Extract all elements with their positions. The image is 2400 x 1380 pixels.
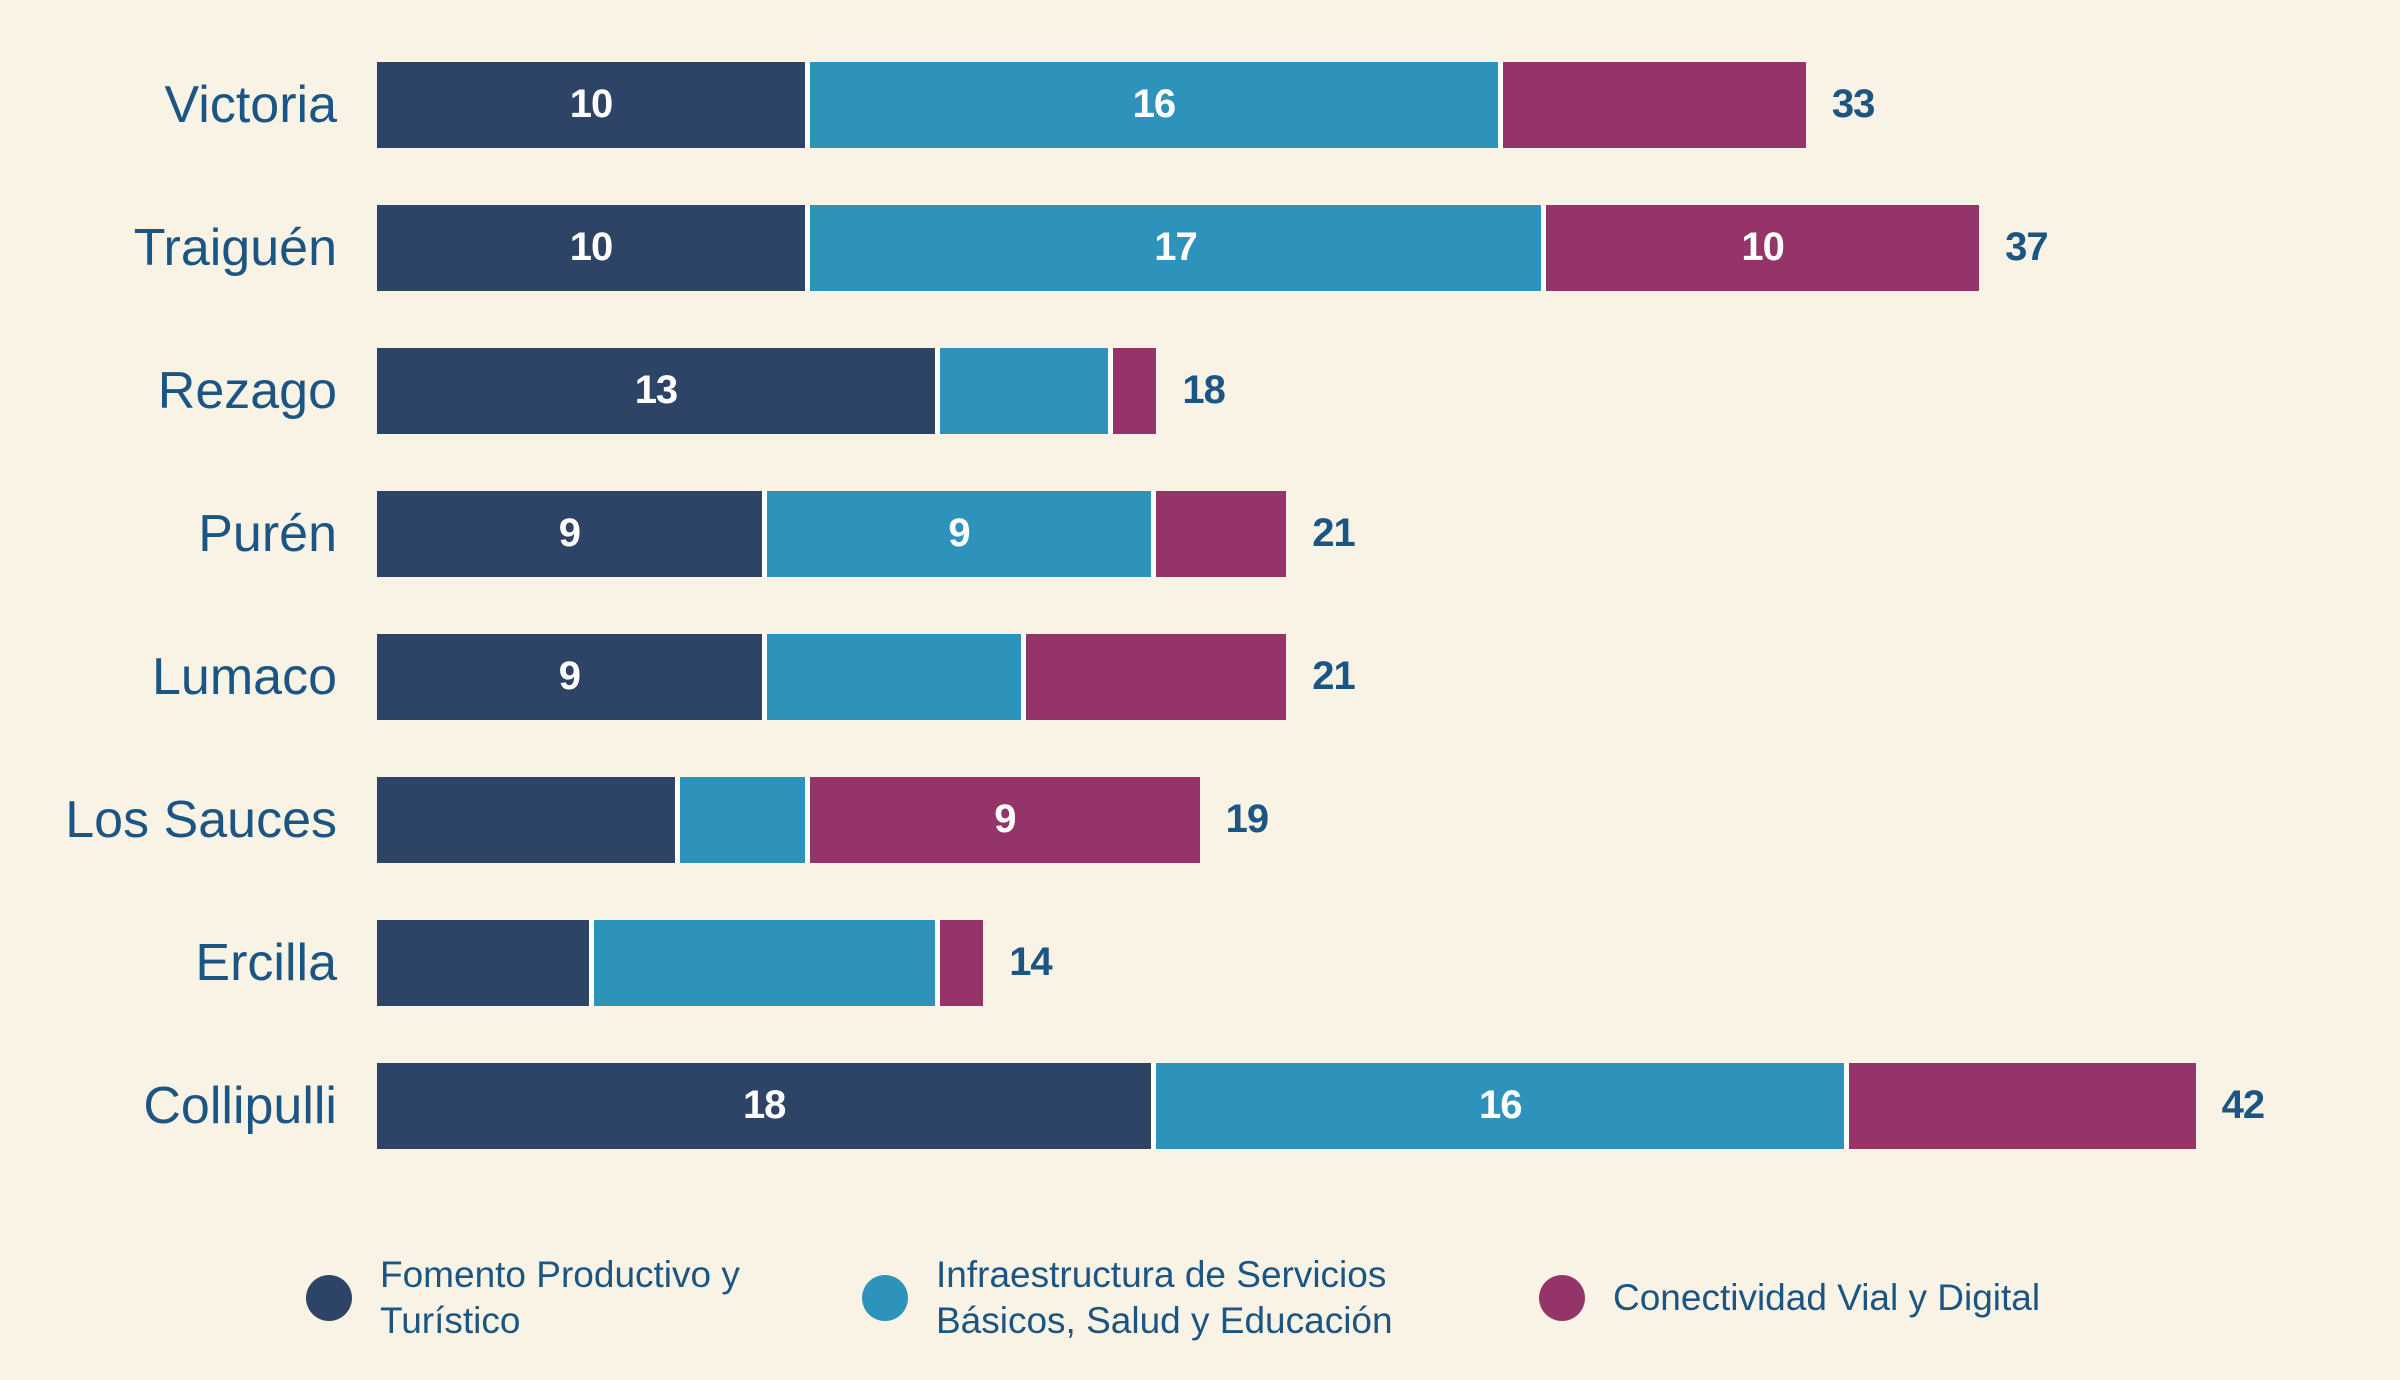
bar-segment-series-0: 9 [377, 490, 767, 577]
row-total-label: 19 [1225, 797, 1269, 841]
legend-dot-infraestructura [862, 1275, 908, 1321]
row-total-label: 37 [2005, 225, 2048, 269]
bar-segment-series-2 [1113, 347, 1157, 434]
bar-segment-series-2 [939, 919, 984, 1006]
row-total-label: 18 [1182, 368, 1225, 412]
bar-track: 13 [377, 347, 1157, 434]
bar-segment-series-0 [377, 919, 594, 1006]
bar-segment-series-2: 10 [1546, 204, 1980, 291]
legend-dot-conectividad [1539, 1275, 1585, 1321]
legend-label-fomento-productivo: Fomento Productivo y Turístico [380, 1254, 740, 1341]
category-label: Los Sauces [65, 790, 337, 849]
bar-row: Los Sauces 9 19 [0, 748, 2400, 891]
category-label: Collipulli [143, 1076, 337, 1135]
bar-segment-series-2 [1849, 1062, 2196, 1149]
bar-rows: Victoria 10 16 33 Traiguén 10 17 10 37 Rezago 13 18… [0, 33, 2400, 1177]
segment-value-label: 9 [558, 511, 581, 555]
bar-segment-series-2 [1156, 490, 1287, 577]
segment-value-label: 13 [634, 368, 678, 412]
bar-segment-series-0: 18 [377, 1062, 1157, 1149]
segment-value-label: 9 [994, 797, 1016, 841]
bar-track: 18 16 [377, 1062, 2196, 1149]
bar-segment-series-0: 9 [377, 633, 767, 720]
legend-label-conectividad: Conectividad Vial y Digital [1613, 1277, 2041, 1319]
bar-track: 10 17 10 [377, 204, 1980, 291]
legend-label-infraestructura: Infraestructura de Servicios Básicos, Sa… [936, 1254, 1393, 1341]
bar-segment-series-1 [680, 776, 810, 863]
bar-row: Collipulli 18 16 42 [0, 1034, 2400, 1177]
segment-value-label: 10 [569, 225, 613, 269]
bar-segment-series-1: 16 [1156, 1062, 1850, 1149]
bar-segment-series-0: 10 [377, 204, 810, 291]
row-total-label: 21 [1312, 654, 1355, 698]
category-label: Lumaco [152, 647, 337, 706]
segment-value-label: 10 [1741, 225, 1784, 269]
bar-track: 9 [377, 633, 1287, 720]
legend-dot-fomento-productivo [306, 1275, 352, 1321]
bar-track: 10 16 [377, 61, 1806, 148]
bar-row: Rezago 13 18 [0, 319, 2400, 462]
bar-segment-series-1: 9 [766, 490, 1157, 577]
bar-segment-series-2 [1026, 633, 1287, 720]
bar-track: 9 [377, 776, 1200, 863]
legend-item-infraestructura: Infraestructura de Servicios Básicos, Sa… [862, 1250, 1481, 1346]
segment-value-label: 9 [558, 654, 581, 698]
category-label: Traiguén [133, 218, 337, 277]
legend-item-fomento-productivo: Fomento Productivo y Turístico [306, 1250, 810, 1346]
bar-segment-series-2: 9 [809, 776, 1200, 863]
bar-segment-series-0: 13 [377, 347, 940, 434]
segment-value-label: 17 [1154, 225, 1197, 269]
segment-value-label: 18 [742, 1083, 786, 1127]
bar-row: Lumaco 9 21 [0, 605, 2400, 748]
legend-item-conectividad: Conectividad Vial y Digital [1539, 1250, 2040, 1346]
bar-segment-series-0 [377, 776, 681, 863]
segment-value-label: 10 [569, 82, 613, 126]
bar-track [377, 919, 984, 1006]
category-label: Rezago [157, 361, 337, 420]
row-total-label: 21 [1312, 511, 1355, 555]
row-total-label: 42 [2221, 1083, 2265, 1127]
bar-segment-series-1 [939, 347, 1114, 434]
row-total-label: 33 [1831, 82, 1875, 126]
row-total-label: 14 [1009, 940, 1052, 984]
category-label: Victoria [164, 75, 337, 134]
bar-row: Ercilla 14 [0, 891, 2400, 1034]
bar-row: Victoria 10 16 33 [0, 33, 2400, 176]
segment-value-label: 9 [948, 511, 970, 555]
category-label: Ercilla [195, 933, 337, 992]
category-label: Purén [198, 504, 337, 563]
bar-segment-series-1 [766, 633, 1027, 720]
segment-value-label: 16 [1132, 82, 1176, 126]
bar-segment-series-0: 10 [377, 61, 810, 148]
bar-row: Traiguén 10 17 10 37 [0, 176, 2400, 319]
bar-segment-series-1: 17 [810, 204, 1547, 291]
bar-row: Purén 9 9 21 [0, 462, 2400, 605]
bar-segment-series-1: 16 [810, 61, 1503, 148]
bar-segment-series-1 [593, 919, 940, 1006]
chart-legend: Fomento Productivo y Turístico Infraestr… [0, 1250, 2400, 1350]
segment-value-label: 16 [1479, 1083, 1522, 1127]
bar-segment-series-2 [1502, 61, 1806, 148]
